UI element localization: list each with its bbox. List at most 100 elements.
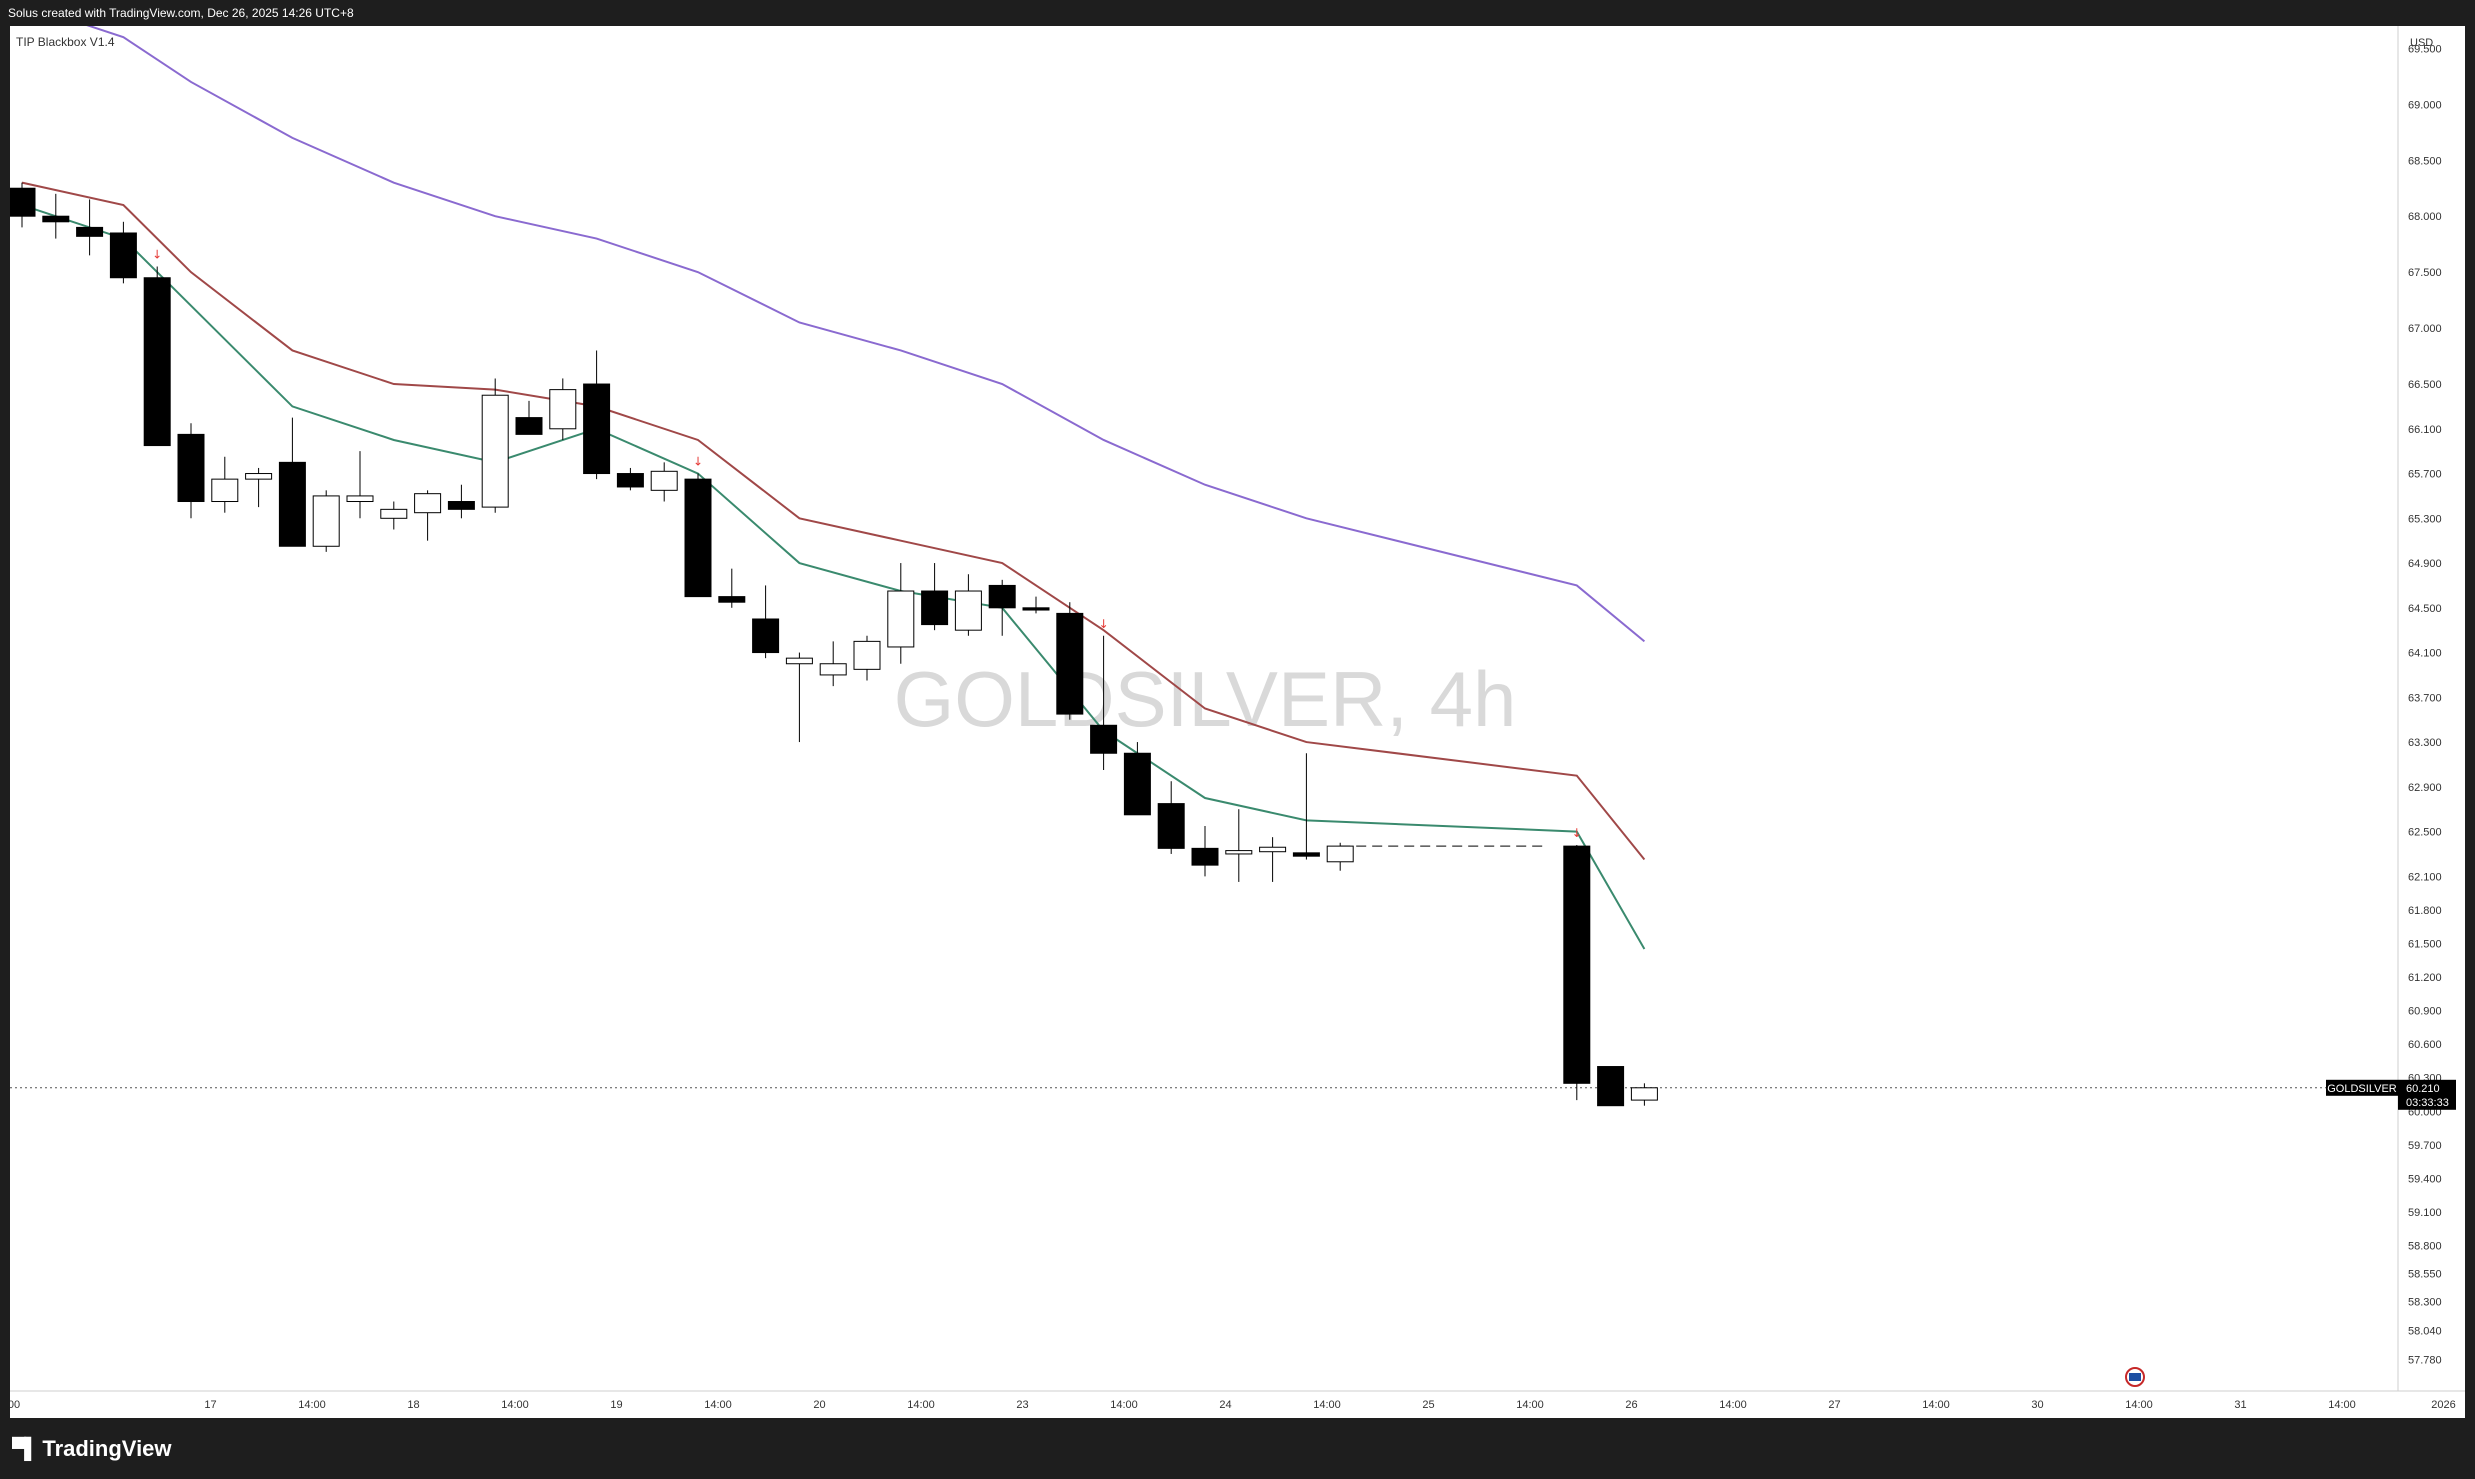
slow-ma-line [86, 26, 1646, 643]
price-tick-label: 59.700 [2408, 1140, 2442, 1152]
candle-body [10, 187, 36, 217]
candle-body [1630, 1087, 1658, 1101]
candle-body [1090, 724, 1118, 754]
candle-body [887, 590, 915, 648]
candle-body [819, 663, 847, 676]
candle-body [76, 226, 104, 237]
price-tick-label: 66.100 [2408, 424, 2442, 436]
time-tick-label: 17 [204, 1399, 216, 1411]
tradingview-logo-icon: ▀▌ [12, 1437, 38, 1460]
price-tick-label: 61.200 [2408, 972, 2442, 984]
candle-body [1056, 612, 1084, 715]
time-tick-label: 14:00 [1110, 1399, 1138, 1411]
candle-body [921, 590, 949, 626]
candle-body [1022, 607, 1050, 611]
price-tick-label: 58.550 [2408, 1269, 2442, 1281]
candle-body [1123, 752, 1151, 816]
candle-body [954, 590, 982, 631]
price-tick-label: 62.900 [2408, 782, 2442, 794]
price-tick-label: 67.000 [2408, 323, 2442, 335]
price-tick-label: 58.800 [2408, 1241, 2442, 1253]
candle-body [616, 473, 644, 488]
time-tick-label: 30 [2031, 1399, 2043, 1411]
chart-caption: Solus created with TradingView.com, Dec … [0, 0, 2475, 26]
price-tick-label: 63.700 [2408, 692, 2442, 704]
last-price-badge [2398, 1079, 2456, 1110]
candle-body [109, 232, 137, 279]
chart-area[interactable]: GOLDSILVER, 4h ↓ ↓ ↓ ↓ USD 69.500 69.000 68.500 6… [10, 26, 2465, 1418]
time-tick-label: 14:00 [2328, 1399, 2356, 1411]
candle-body [42, 215, 70, 223]
price-tick-label: 65.700 [2408, 469, 2442, 481]
candle-body [143, 277, 171, 447]
mid-ma-line [21, 181, 1646, 861]
symbol-badge-label: GOLDSILVER [2327, 1083, 2397, 1095]
candle-body [988, 584, 1016, 609]
time-tick-label: 25 [1422, 1399, 1434, 1411]
price-tick-label: 61.800 [2408, 905, 2442, 917]
time-tick-label: 31 [2234, 1399, 2246, 1411]
candle-body [312, 495, 340, 547]
candle-body [414, 493, 442, 514]
candle-body [1597, 1066, 1625, 1107]
price-tick-label: 62.100 [2408, 871, 2442, 883]
time-tick-label: 2026 [2431, 1399, 2455, 1411]
price-tick-label: 64.100 [2408, 648, 2442, 660]
symbol-badge [2326, 1079, 2398, 1096]
time-tick-label: 27 [1828, 1399, 1840, 1411]
price-tick-label: 60.600 [2408, 1039, 2442, 1051]
time-tick-label: 14:00 [298, 1399, 326, 1411]
price-tick-label: 61.500 [2408, 938, 2442, 950]
time-tick-label: 14:00 [1922, 1399, 1950, 1411]
countdown-value: 03:33:33 [2406, 1097, 2449, 1109]
candle-body [549, 389, 577, 430]
watermark: GOLDSILVER, 4h [894, 655, 1517, 743]
candle-body [447, 501, 475, 510]
candle-body [1326, 845, 1354, 863]
candle-body [177, 433, 205, 503]
price-tick-label: 64.900 [2408, 558, 2442, 570]
candle-body [1191, 847, 1219, 866]
candle-body [1292, 852, 1320, 857]
last-price-value: 60.210 [2406, 1083, 2440, 1095]
brand[interactable]: ▀▌ TradingView [12, 1436, 172, 1462]
candle-body [650, 470, 678, 491]
candle-body [515, 417, 543, 435]
price-tick-label: 59.100 [2408, 1207, 2442, 1219]
fast-ma-line [21, 204, 1646, 950]
time-tick-label: 19 [610, 1399, 622, 1411]
candle-body [1563, 845, 1591, 1084]
price-tick-label: 57.780 [2408, 1355, 2442, 1367]
candle-body [481, 394, 509, 508]
time-tick-label: 14:00 [1516, 1399, 1544, 1411]
price-tick-label: 59.400 [2408, 1173, 2442, 1185]
price-tick-label: 69.500 [2408, 43, 2442, 55]
time-tick-label: 26 [1625, 1399, 1637, 1411]
price-tick-label: 67.500 [2408, 267, 2442, 279]
indicator-label[interactable]: TIP Blackbox V1.4 [16, 35, 115, 49]
candle-body [853, 640, 881, 670]
time-tick-label: 18 [407, 1399, 419, 1411]
time-tick-label: 14:00 [1719, 1399, 1747, 1411]
price-tick-label: 69.000 [2408, 99, 2442, 111]
brand-name: TradingView [42, 1436, 172, 1461]
time-tick-label: 00 [10, 1399, 20, 1411]
price-tick-label: 65.300 [2408, 513, 2442, 525]
price-tick-label: 66.500 [2408, 379, 2442, 391]
candle-body [1225, 850, 1253, 855]
time-tick-label: 14:00 [501, 1399, 529, 1411]
time-tick-label: 14:00 [2125, 1399, 2153, 1411]
sell-signal-icon: ↓ [693, 455, 703, 469]
candle-body [785, 657, 813, 665]
time-tick-label: 14:00 [704, 1399, 732, 1411]
time-tick-label: 14:00 [907, 1399, 935, 1411]
price-tick-label: 58.040 [2408, 1326, 2442, 1338]
price-tick-label: 64.500 [2408, 603, 2442, 615]
footer-bar [0, 1418, 2475, 1479]
time-tick-label: 24 [1219, 1399, 1231, 1411]
price-tick-label: 62.500 [2408, 827, 2442, 839]
candle-body [752, 618, 780, 654]
price-tick-label: 68.500 [2408, 155, 2442, 167]
candle-body [1157, 803, 1185, 849]
